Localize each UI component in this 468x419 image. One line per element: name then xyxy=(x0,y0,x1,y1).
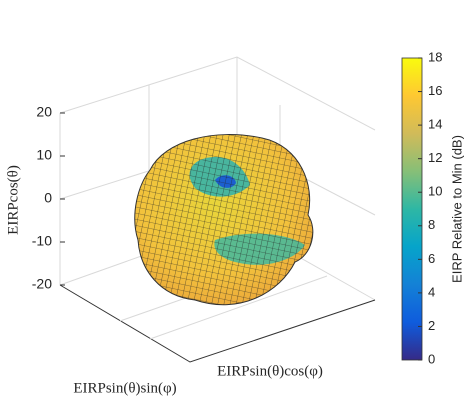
z-axis-label: EIRPcos(θ) xyxy=(5,165,21,235)
colorbar-tick-label: 16 xyxy=(428,83,442,98)
surface xyxy=(134,134,314,306)
colorbar xyxy=(401,57,423,361)
colorbar-tick-label: 4 xyxy=(428,284,435,299)
colorbar-tick-label: 14 xyxy=(428,117,442,132)
y-axis-label: EIRPsin(θ)sin(φ) xyxy=(73,380,176,396)
z-tick-label: 0 xyxy=(44,190,52,206)
z-tick-label: 10 xyxy=(36,147,52,163)
z-tick-label: -10 xyxy=(32,233,52,249)
colorbar-tick-label: 2 xyxy=(428,318,435,333)
colorbar-tick-label: 0 xyxy=(428,351,435,366)
floor-axes xyxy=(59,284,376,363)
z-tick-label: -20 xyxy=(32,276,52,292)
colorbar-tick-label: 8 xyxy=(428,217,435,232)
x-axis-label: EIRPsin(θ)cos(φ) xyxy=(217,363,323,379)
colorbar-tick-label: 6 xyxy=(428,251,435,266)
colorbar-label: EIRP Relative to Min (dB) xyxy=(449,135,464,283)
z-tick-label: 20 xyxy=(36,104,52,120)
surface-mesh xyxy=(134,134,313,305)
colorbar-tick-label: 10 xyxy=(428,184,442,199)
colorbar-tick-label: 18 xyxy=(428,49,442,64)
colorbar-tick-label: 12 xyxy=(428,150,442,165)
